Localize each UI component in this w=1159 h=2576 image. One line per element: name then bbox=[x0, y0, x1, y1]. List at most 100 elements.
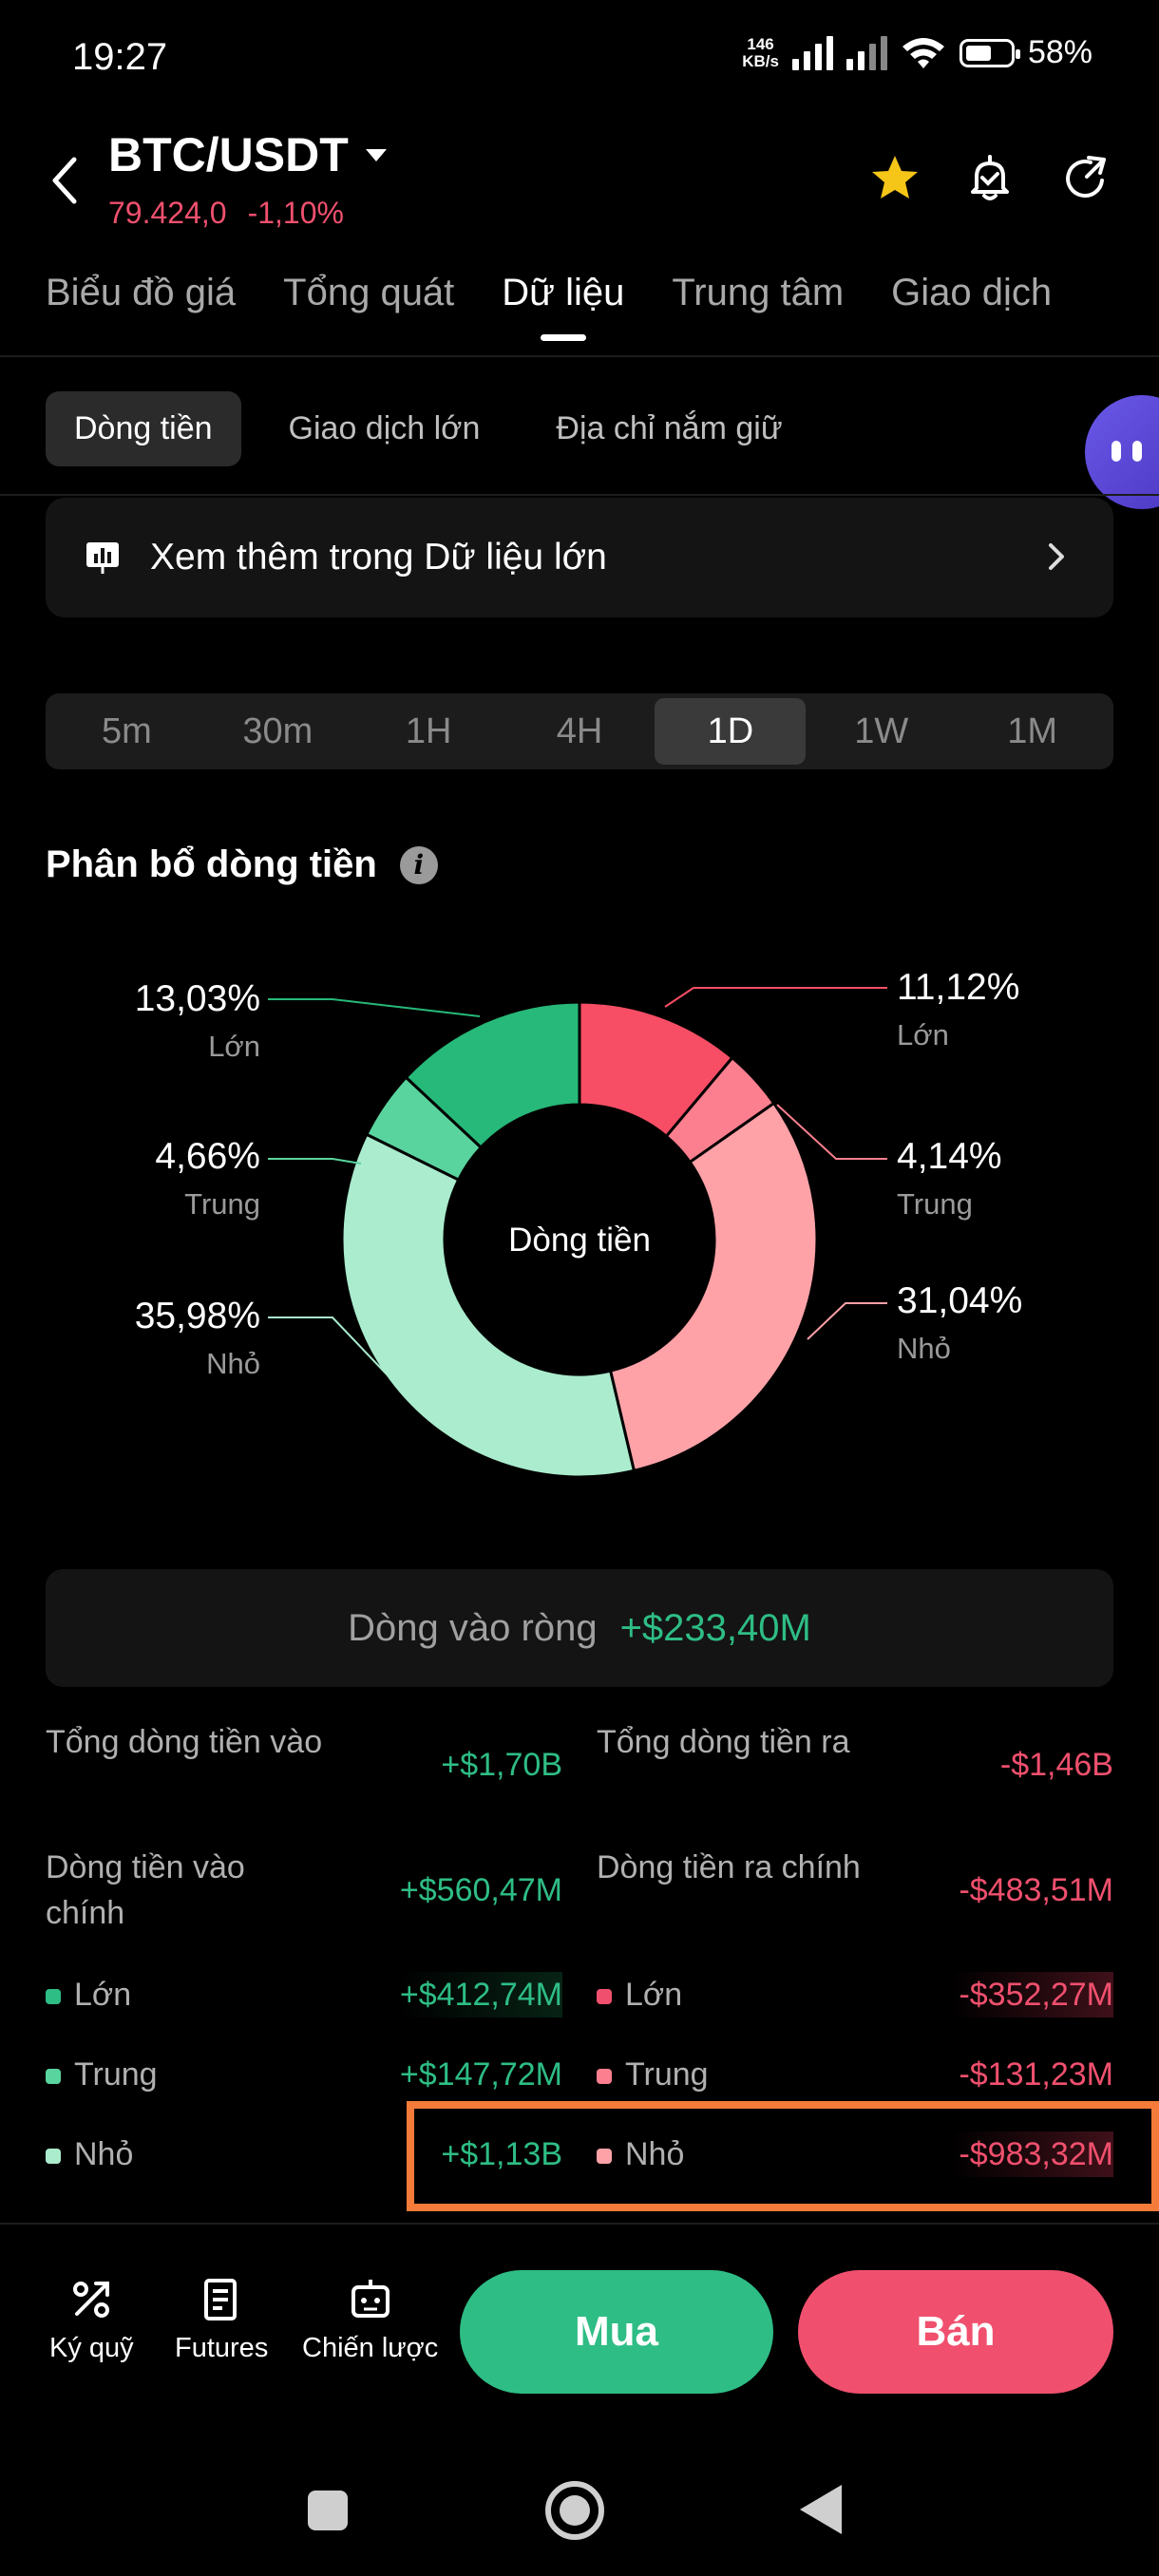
inflow-total-value: +$1,70B bbox=[441, 1747, 562, 1783]
pair-name: BTC/USDT bbox=[108, 128, 349, 181]
highlight-box bbox=[407, 2101, 1159, 2211]
wifi-icon bbox=[902, 37, 944, 68]
strategy-button[interactable]: Chiến lược bbox=[302, 2276, 438, 2364]
battery-percent: 58% bbox=[1027, 34, 1092, 70]
donut-slice-buy-large bbox=[404, 1000, 581, 1150]
in-small-value: +$1,13B bbox=[441, 2136, 562, 2172]
section-title-text: Phân bổ dòng tiền bbox=[46, 843, 377, 885]
slice-name-buy-small: Nhỏ bbox=[206, 1347, 260, 1380]
out-small-label: Nhỏ bbox=[625, 2136, 685, 2172]
slice-label-buy-large: 13,03% bbox=[134, 978, 260, 1019]
big-data-banner[interactable]: Xem thêm trong Dữ liệu lớn bbox=[46, 498, 1113, 617]
slice-label-buy-small: 35,98% bbox=[134, 1296, 260, 1336]
main-tabs: Biểu đồ giá Tổng quát Dữ liệu Trung tâm … bbox=[46, 272, 1052, 314]
bot-icon bbox=[351, 2280, 390, 2318]
range-4h[interactable]: 4H bbox=[556, 711, 603, 751]
slice-label-buy-medium: 4,66% bbox=[155, 1136, 260, 1177]
subtab-holder-addresses[interactable]: Địa chỉ nắm giữ bbox=[556, 410, 783, 446]
caret-down-icon bbox=[365, 148, 387, 161]
tab-trade[interactable]: Giao dịch bbox=[891, 272, 1053, 313]
info-icon[interactable]: i bbox=[399, 845, 438, 884]
out-medium-label: Trung bbox=[625, 2056, 709, 2093]
slice-name-sell-small: Nhỏ bbox=[897, 1332, 951, 1365]
home-icon[interactable] bbox=[545, 2481, 604, 2540]
in-large-label: Lớn bbox=[74, 1977, 132, 2013]
range-1m[interactable]: 1M bbox=[1007, 711, 1057, 751]
margin-button[interactable]: Ký quỹ bbox=[49, 2276, 134, 2364]
legend-dot-icon bbox=[46, 2149, 61, 2165]
banner-text: Xem thêm trong Dữ liệu lớn bbox=[150, 537, 607, 578]
in-small-label: Nhỏ bbox=[74, 2136, 134, 2172]
net-speed-unit: KB/s bbox=[742, 51, 779, 70]
in-large-value: +$412,74M bbox=[399, 1972, 562, 2017]
slice-label-sell-medium: 4,14% bbox=[897, 1136, 1002, 1177]
out-large-label: Lớn bbox=[625, 1977, 683, 2013]
legend-dot-icon bbox=[597, 2069, 612, 2085]
futures-button[interactable]: Futures bbox=[175, 2276, 268, 2364]
assistant-bubble-icon[interactable] bbox=[1085, 395, 1159, 509]
donut-slice-sell-small bbox=[608, 1101, 819, 1473]
price-change: -1,10% bbox=[247, 196, 344, 230]
sub-tabs: Dòng tiền Giao dịch lớn Địa chỉ nắm giữ bbox=[46, 391, 811, 466]
subtab-money-flow[interactable]: Dòng tiền bbox=[46, 391, 241, 466]
star-icon[interactable] bbox=[868, 152, 922, 205]
range-1w[interactable]: 1W bbox=[854, 711, 909, 751]
donut-slice-buy-small bbox=[340, 1132, 636, 1479]
status-icons: 146 KB/s 58% bbox=[742, 34, 1092, 71]
outflow-total-value: -$1,46B bbox=[999, 1747, 1113, 1783]
net-speed-value: 146 bbox=[747, 34, 774, 53]
subtab-large-trades[interactable]: Giao dịch lớn bbox=[288, 410, 481, 446]
signal-2-icon bbox=[846, 35, 887, 70]
slice-name-sell-medium: Trung bbox=[897, 1187, 973, 1221]
net-speed: 146 KB/s bbox=[742, 34, 779, 70]
tab-center[interactable]: Trung tâm bbox=[672, 272, 845, 313]
money-flow-chart: Dòng tiền 11,12% Lớn 4,14% Trung 31,04% … bbox=[0, 931, 1159, 1520]
inflow-main-value: +$560,47M bbox=[399, 1872, 562, 1908]
pair-selector[interactable]: BTC/USDT bbox=[108, 127, 387, 182]
leader-line-buy-large bbox=[268, 998, 481, 1017]
bottom-action-bar: Ký quỹ Futures Chiến lược Mua Bán bbox=[0, 2270, 1159, 2394]
net-inflow-box: Dòng vào ròng +$233,40M bbox=[46, 1569, 1113, 1687]
tab-overview[interactable]: Tổng quát bbox=[283, 272, 455, 313]
leader-line-buy-small bbox=[268, 1316, 390, 1378]
net-inflow-value: +$233,40M bbox=[619, 1606, 811, 1649]
header: BTC/USDT 79.424,0 -1,10% bbox=[0, 114, 1159, 247]
leader-line-sell-large bbox=[664, 987, 887, 1008]
outflow-main-label: Dòng tiền ra chính bbox=[597, 1849, 861, 1885]
back-nav-icon[interactable] bbox=[800, 2485, 842, 2534]
range-1h[interactable]: 1H bbox=[405, 711, 452, 751]
slice-name-buy-large: Lớn bbox=[208, 1030, 260, 1063]
back-icon[interactable] bbox=[46, 152, 84, 209]
tab-chart[interactable]: Biểu đồ giá bbox=[46, 272, 237, 313]
slice-name-buy-medium: Trung bbox=[184, 1187, 260, 1221]
table-row: Nhỏ +$1,13B Nhỏ -$983,32M bbox=[46, 2131, 1113, 2188]
tab-data[interactable]: Dữ liệu bbox=[502, 272, 625, 313]
inflow-total-label: Tổng dòng tiền vào bbox=[46, 1724, 323, 1760]
buy-button[interactable]: Mua bbox=[460, 2270, 773, 2394]
legend-dot-icon bbox=[597, 1989, 612, 2005]
outflow-total-label: Tổng dòng tiền ra bbox=[597, 1724, 850, 1760]
alarm-icon[interactable] bbox=[963, 152, 1016, 205]
sell-button[interactable]: Bán bbox=[798, 2270, 1113, 2394]
donut-chart bbox=[268, 987, 887, 1479]
recents-icon[interactable] bbox=[308, 2491, 348, 2530]
outflow-main-value: -$483,51M bbox=[959, 1872, 1113, 1908]
status-bar: 19:27 146 KB/s 58% bbox=[0, 0, 1159, 114]
percent-icon bbox=[73, 2282, 110, 2318]
table-row: Dòng tiền vào chính +$560,47M Dòng tiền … bbox=[46, 1845, 1113, 1940]
slice-label-sell-large: 11,12% bbox=[897, 967, 1020, 1008]
range-30m[interactable]: 30m bbox=[242, 711, 314, 751]
leader-line-buy-medium bbox=[268, 1158, 362, 1165]
slice-label-sell-small: 31,04% bbox=[897, 1280, 1023, 1321]
range-1d[interactable]: 1D bbox=[655, 698, 807, 765]
share-icon[interactable] bbox=[1058, 152, 1112, 205]
table-row: Lớn +$412,74M Lớn -$352,27M bbox=[46, 1972, 1113, 2029]
bottom-divider bbox=[0, 2223, 1159, 2225]
status-time: 19:27 bbox=[72, 36, 168, 78]
legend-dot-icon bbox=[46, 1989, 61, 2005]
system-nav-bar bbox=[0, 2470, 1159, 2546]
price-line: 79.424,0 -1,10% bbox=[108, 196, 344, 231]
range-5m[interactable]: 5m bbox=[102, 711, 152, 751]
inflow-main-label: Dòng tiền vào chính bbox=[46, 1849, 245, 1931]
in-medium-value: +$147,72M bbox=[399, 2056, 562, 2093]
